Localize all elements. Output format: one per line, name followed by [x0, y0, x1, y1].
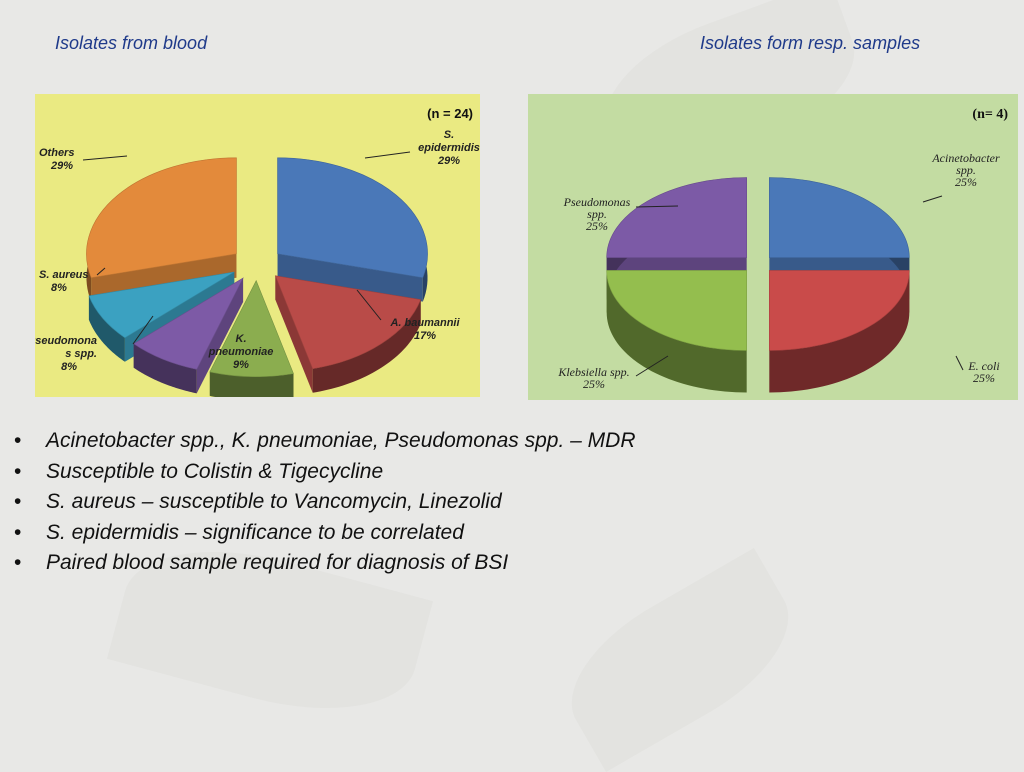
pie-slice: [277, 157, 428, 302]
finding-bullet: Paired blood sample required for diagnos…: [14, 548, 1014, 579]
pie-slice-top: [606, 270, 747, 351]
chart-title-blood: Isolates from blood: [55, 33, 208, 53]
slice-label: S. epidermidis 29%: [418, 129, 480, 167]
pie-chart-blood: (n = 24) S. epidermidis 29% A. baumannii 17% K…: [35, 94, 480, 397]
slice-label: Others 29%: [39, 147, 74, 172]
pie-slice-top: [769, 270, 910, 351]
pie-slice-top: [606, 177, 747, 258]
sample-count-label: (n = 24): [427, 106, 473, 121]
pie-slice: [606, 270, 747, 393]
label-leader-line: [635, 355, 669, 377]
finding-bullet: S. epidermidis – significance to be corr…: [14, 518, 1014, 549]
label-leader-line: [82, 155, 128, 161]
slice-label: E. coli 25%: [967, 359, 999, 385]
slice-label: Acinetobacter spp. 25%: [931, 151, 1000, 189]
pie-chart-blood-svg: (n = 24) S. epidermidis 29% A. baumannii 17% K…: [35, 106, 480, 397]
slice-label: Klebsiella spp. 25%: [557, 365, 629, 391]
slice-label: Pseudomonas spp. 25%: [563, 195, 631, 233]
pie-slice: [769, 270, 910, 393]
pie-slice: [209, 279, 294, 397]
slice-label: Pseudomonas spp.8%: [35, 335, 97, 373]
pie-slice-rim: [769, 270, 910, 393]
pie-slice-top: [274, 275, 422, 370]
slice-label: S. aureus 8%: [39, 269, 89, 294]
slice-label: K. pneumoniae 9%: [208, 333, 274, 371]
pie-slice-rim: [312, 299, 421, 393]
label-leader-line: [356, 289, 382, 321]
pie-slice-rim: [606, 270, 747, 393]
label-leader-line: [364, 151, 411, 159]
label-leader-line: [922, 195, 943, 203]
pie-slice: [88, 271, 235, 362]
slice-label: A. baumannii 17%: [389, 317, 460, 342]
label-leader-line: [955, 355, 964, 371]
pie-slice-top: [277, 157, 428, 279]
label-leader-line: [635, 205, 679, 208]
finding-bullet: Susceptible to Colistin & Tigecycline: [14, 457, 1014, 488]
findings-list: Acinetobacter spp., K. pneumoniae, Pseud…: [14, 426, 1014, 579]
label-leader-line: [132, 315, 154, 345]
pie-slice-top: [86, 157, 237, 279]
pie-slice-top: [209, 279, 294, 377]
chart-title-resp: Isolates form resp. samples: [700, 33, 921, 53]
pie-chart-resp-svg: (n= 4) Acinetobacter spp. 25% E. coli 25% Kleb…: [557, 107, 1008, 393]
pie-slice-top: [133, 277, 244, 370]
pie-slice-top: [769, 177, 910, 258]
sample-count-label: (n= 4): [972, 107, 1008, 122]
pie-slice-wall: [277, 253, 423, 302]
pie-slice-rim: [209, 371, 294, 397]
pie-slice-top: [88, 271, 235, 339]
pie-chart-resp: (n= 4) Acinetobacter spp. 25% E. coli 25% Kleb…: [528, 94, 1018, 400]
pie-slice-wall: [275, 275, 313, 393]
finding-bullet: S. aureus – susceptible to Vancomycin, L…: [14, 487, 1014, 518]
pie-slice: [133, 277, 244, 394]
label-leader-line: [96, 267, 106, 276]
pie-slice-rim: [133, 343, 197, 394]
background-leaf: [546, 548, 814, 772]
finding-bullet: Acinetobacter spp., K. pneumoniae, Pseud…: [14, 426, 1014, 457]
pie-slice: [274, 275, 422, 393]
